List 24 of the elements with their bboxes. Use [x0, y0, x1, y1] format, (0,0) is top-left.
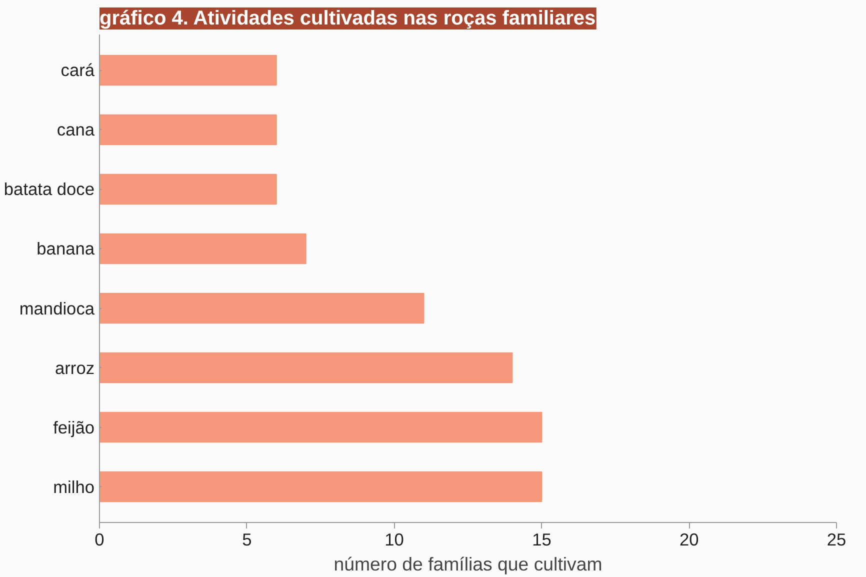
x-tick-label: 15 [532, 530, 552, 550]
bar [100, 412, 542, 443]
y-tick-label: mandioca [19, 298, 95, 318]
x-tick-label: 5 [242, 530, 252, 550]
x-axis-title: número de famílias que cultivam [334, 554, 602, 574]
bar [100, 114, 277, 146]
chart-title: gráfico 4. Atividades cultivadas nas roças familiares [100, 8, 596, 30]
bar [100, 471, 542, 502]
x-tick-label: 20 [679, 530, 699, 550]
x-tick-label: 0 [94, 530, 104, 550]
y-tick-label: cana [56, 120, 95, 140]
y-tick-label: arroz [55, 358, 95, 378]
y-tick-label: batata doce [4, 179, 95, 200]
y-tick-label: cará [60, 60, 95, 80]
x-tick-label: 10 [384, 530, 404, 550]
bar [100, 292, 424, 324]
y-tick-label: feijão [53, 417, 95, 438]
bar [100, 54, 277, 86]
bar [100, 233, 306, 264]
y-tick-label: banana [36, 238, 95, 259]
x-tick-label: 25 [826, 530, 846, 550]
y-tick-label: milho [53, 476, 95, 497]
bar [100, 174, 277, 205]
bar [100, 352, 513, 384]
